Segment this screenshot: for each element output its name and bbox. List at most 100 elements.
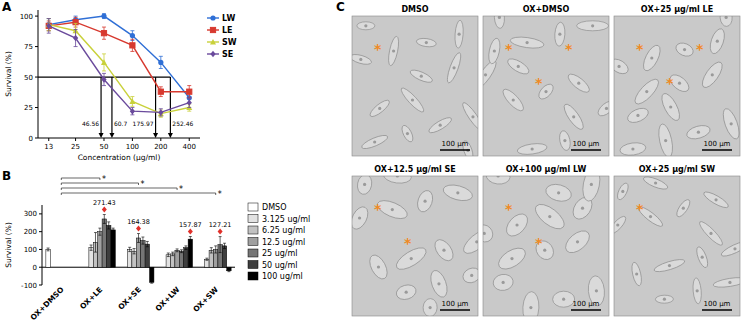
y-tick-label: 50 (24, 74, 33, 82)
point (46, 23, 51, 28)
y-tick (35, 138, 38, 139)
scale-bar-label: 100 μm (704, 300, 731, 308)
nucleus (429, 306, 432, 309)
nucleus (471, 115, 474, 118)
error-bar (90, 245, 93, 250)
y-tick (35, 107, 38, 108)
error-bar (167, 253, 170, 257)
cell (544, 182, 573, 204)
cell (713, 276, 740, 289)
significance-label: * (102, 175, 106, 184)
cell (625, 105, 650, 125)
legend-label: LW (222, 14, 235, 23)
nucleus (483, 232, 486, 235)
nucleus (498, 16, 501, 19)
cell (460, 226, 478, 257)
nucleus (392, 49, 395, 52)
nucleus (636, 114, 639, 117)
cell (431, 236, 456, 264)
cell (561, 102, 586, 132)
nucleus (590, 183, 593, 186)
cell (674, 198, 692, 219)
x-tick-label: OX+LW (153, 285, 182, 314)
error-bar (150, 281, 153, 283)
error-bar (102, 73, 106, 85)
nucleus (730, 122, 733, 125)
bar (150, 267, 154, 282)
scale-bar (702, 149, 732, 151)
nucleus (645, 90, 648, 93)
nucleus (572, 115, 575, 118)
highlight-label: 271.43 (93, 199, 116, 207)
cell-marker: * (404, 235, 412, 251)
nucleus (391, 208, 394, 211)
tile-title: OX+12.5 μg/ml SE (374, 165, 456, 174)
nucleus (411, 98, 414, 101)
drop-line (170, 77, 171, 134)
nucleus (650, 56, 653, 59)
cell (454, 20, 464, 48)
legend-label: SE (222, 50, 233, 59)
x-tick (48, 138, 49, 141)
x-tick-label: 100 (126, 143, 139, 151)
nucleus (616, 223, 619, 226)
highlight-marker (136, 226, 141, 232)
x-tick (132, 138, 133, 141)
drop-label: 252.46 (172, 120, 193, 127)
cell (692, 278, 702, 305)
cell (642, 176, 669, 192)
cell-marker: * (696, 41, 704, 57)
point (101, 76, 106, 82)
point (101, 31, 106, 36)
nucleus (576, 240, 579, 243)
nucleus (696, 289, 699, 292)
nucleus (621, 190, 624, 193)
error-bar (227, 270, 230, 272)
micrograph-frame (352, 16, 478, 156)
x-tick-label: 200 (154, 143, 167, 151)
cell (492, 273, 514, 292)
nucleus (635, 272, 638, 275)
legend-swatch (248, 249, 258, 257)
micrograph-frame (614, 176, 740, 316)
point (130, 108, 135, 114)
error-bar (146, 241, 149, 246)
nucleus (512, 98, 515, 101)
point (158, 109, 163, 115)
cell (614, 56, 631, 77)
micrograph (352, 16, 478, 156)
nucleus (510, 257, 513, 260)
drop-line (111, 77, 112, 134)
point (158, 60, 163, 65)
significance-bracket (61, 183, 138, 185)
nucleus (405, 291, 408, 294)
y-tick-label: 0 (33, 264, 37, 272)
point (130, 33, 135, 38)
bar (227, 267, 231, 271)
series-line (49, 25, 189, 114)
nucleus (701, 256, 704, 259)
cell-marker: * (535, 75, 543, 91)
error-bar (141, 237, 144, 244)
cell (487, 37, 502, 65)
x-tick-label: 25 (71, 143, 80, 151)
nucleus (654, 181, 657, 184)
highlight-label: 127.21 (209, 221, 232, 229)
cell-marker: * (374, 201, 382, 217)
nucleus (359, 58, 362, 61)
error-bar (133, 249, 136, 254)
point (187, 99, 192, 105)
micrograph (483, 176, 609, 316)
error-bar (130, 97, 134, 107)
y-tick-label: 100 (24, 246, 37, 254)
error-bar (214, 246, 217, 253)
cell (495, 244, 529, 273)
panel-c: CDMSO*100 μmOX+DMSO***100 μmOX+25 μg/ml … (336, 0, 745, 324)
nucleus (420, 75, 423, 78)
panel-a: A0255075100132550100200400Concentration … (2, 0, 237, 162)
scale-bar (440, 149, 470, 151)
nucleus (458, 33, 461, 36)
cell-marker: * (505, 41, 513, 57)
bar (184, 248, 188, 268)
nucleus (543, 249, 546, 252)
